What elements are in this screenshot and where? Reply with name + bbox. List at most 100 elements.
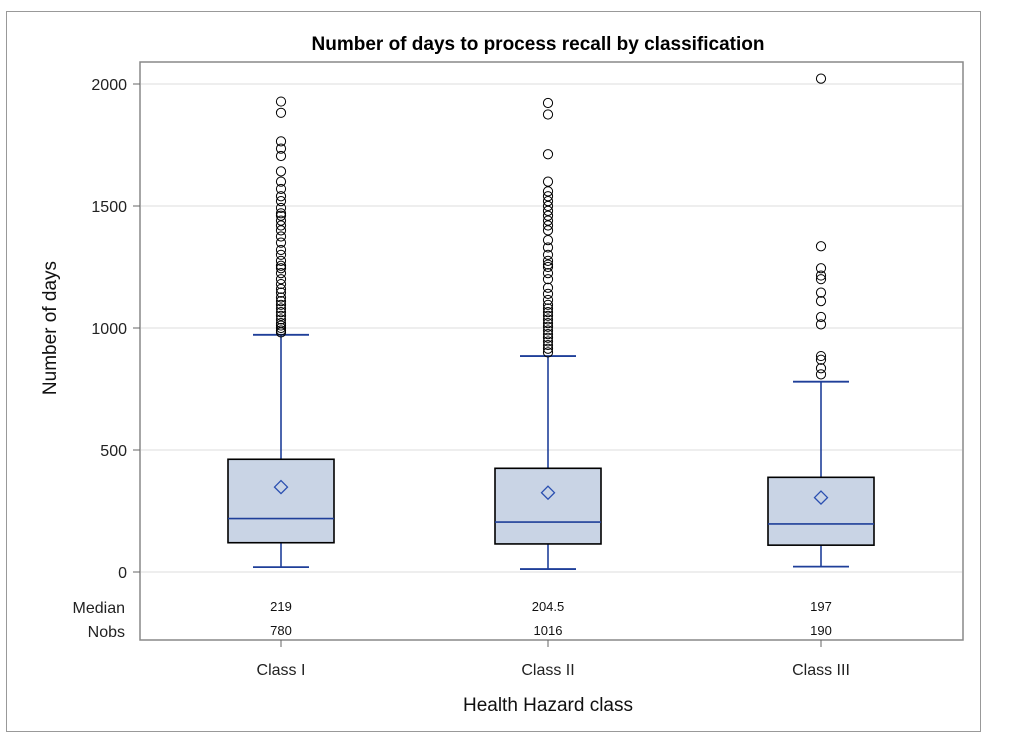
outlier-point xyxy=(275,278,287,290)
outlier-point xyxy=(542,235,554,246)
outlier-point xyxy=(275,260,287,271)
outlier-point xyxy=(275,231,287,242)
x-category-label: Class III xyxy=(792,662,850,679)
outlier-point xyxy=(275,166,287,177)
outlier-point xyxy=(542,310,554,321)
outlier-point xyxy=(275,263,287,274)
nobs-value: 780 xyxy=(270,623,292,638)
outlier-point xyxy=(275,150,287,162)
outlier-point xyxy=(275,196,287,207)
outlier-point xyxy=(542,261,554,273)
outlier-point xyxy=(815,350,827,362)
outlier-point xyxy=(275,176,287,187)
outlier-point xyxy=(275,220,287,231)
outlier-point xyxy=(275,327,287,338)
outlier-point xyxy=(542,314,554,325)
outlier-point xyxy=(275,249,287,260)
outlier-point xyxy=(542,318,554,329)
outlier-point xyxy=(275,292,287,303)
outlier-point xyxy=(542,321,554,332)
outlier-point xyxy=(542,242,554,253)
outlier-point xyxy=(275,268,287,279)
outlier-point xyxy=(275,320,287,331)
outlier-point xyxy=(275,296,287,307)
plot-border xyxy=(139,61,964,641)
outlier-point xyxy=(542,268,554,279)
outlier-point xyxy=(815,287,827,298)
iqr-box xyxy=(767,476,875,546)
mean-marker xyxy=(540,485,556,501)
outlier-point xyxy=(275,183,287,195)
chart-title: Number of days to process recall by clas… xyxy=(312,34,765,55)
outlier-point xyxy=(815,270,827,281)
outlier-point xyxy=(542,329,554,340)
outlier-point xyxy=(542,299,554,310)
outlier-point xyxy=(275,274,287,285)
y-tick-label: 1000 xyxy=(91,321,127,338)
outlier-point xyxy=(542,249,554,260)
outlier-point xyxy=(542,220,554,231)
outlier-point xyxy=(815,354,827,365)
nobs-value: 190 xyxy=(810,623,832,638)
median-value: 219 xyxy=(270,599,292,614)
x-category-label: Class I xyxy=(257,662,306,679)
nobs-value: 1016 xyxy=(534,623,563,638)
outlier-point xyxy=(275,307,287,318)
outlier-point xyxy=(815,274,827,285)
outlier-point xyxy=(275,303,287,314)
outlier-point xyxy=(542,176,554,187)
outlier-point xyxy=(815,263,827,274)
outlier-point xyxy=(275,143,287,154)
outlier-point xyxy=(542,303,554,314)
outlier-point xyxy=(275,255,287,266)
outlier-point xyxy=(275,225,287,236)
outlier-point xyxy=(275,287,287,298)
outlier-point xyxy=(275,96,287,107)
chart-frame xyxy=(6,11,981,732)
outlier-point xyxy=(815,311,827,323)
outlier-point xyxy=(275,244,287,256)
outlier-point xyxy=(542,294,554,306)
outlier-point xyxy=(815,319,827,330)
outlier-point xyxy=(275,208,287,219)
outlier-point xyxy=(542,215,554,226)
outlier-point xyxy=(542,205,554,216)
inset-row-label-median: Median xyxy=(73,600,125,617)
outlier-point xyxy=(542,343,554,354)
outlier-point xyxy=(542,336,554,347)
inset-row-label-nobs: Nobs xyxy=(88,624,125,641)
outlier-point xyxy=(275,310,287,321)
outlier-point xyxy=(815,363,827,374)
outlier-point xyxy=(542,274,554,285)
outlier-point xyxy=(275,299,287,310)
outlier-point xyxy=(275,191,287,202)
outlier-point xyxy=(542,255,554,266)
outlier-point xyxy=(542,307,554,318)
outlier-point xyxy=(275,107,287,118)
outlier-point xyxy=(275,202,287,214)
outlier-point xyxy=(542,282,554,293)
mean-marker xyxy=(273,479,289,495)
iqr-box xyxy=(227,458,335,544)
plot-area: 0 500 1000 1500 2000 Class I 219 780 Class II 204… xyxy=(73,61,964,679)
outlier-point xyxy=(542,196,554,207)
y-tick-label: 2000 xyxy=(91,77,127,94)
outlier-point xyxy=(542,288,554,299)
iqr-box xyxy=(494,467,602,545)
outlier-point xyxy=(542,225,554,236)
outlier-point xyxy=(542,347,554,358)
x-category-label: Class II xyxy=(521,662,574,679)
y-tick-label: 1500 xyxy=(91,199,127,216)
outlier-point xyxy=(815,369,827,380)
outlier-point xyxy=(275,215,287,226)
outlier-point xyxy=(815,73,827,84)
y-tick-label: 500 xyxy=(100,443,127,460)
outlier-point xyxy=(275,136,287,147)
x-axis-label: Health Hazard class xyxy=(463,695,633,716)
median-value: 204.5 xyxy=(532,599,565,614)
outlier-point xyxy=(542,149,554,160)
y-axis-label: Number of days xyxy=(40,261,61,395)
median-value: 197 xyxy=(810,599,832,614)
outlier-point xyxy=(542,200,554,212)
